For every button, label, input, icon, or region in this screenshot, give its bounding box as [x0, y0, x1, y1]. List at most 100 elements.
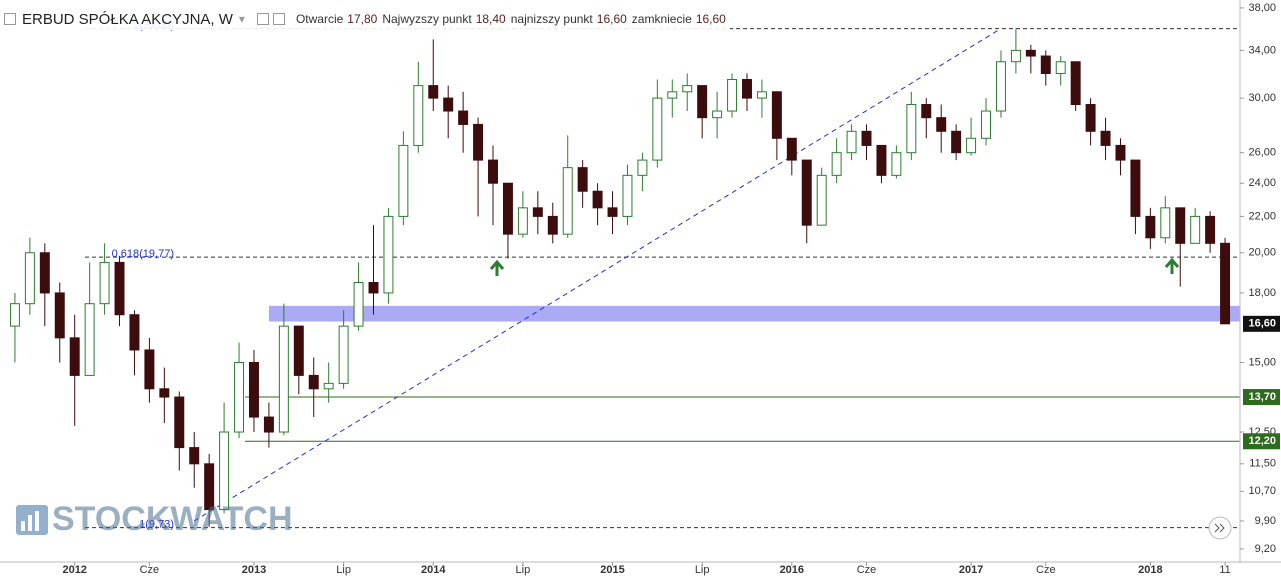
candle-body — [547, 215, 558, 235]
candle-body — [502, 182, 513, 235]
candle-body — [353, 281, 364, 327]
plot: 0(36,00)0,618(19,77)1(9,73) — [9, 19, 1240, 530]
candle-body — [846, 130, 857, 154]
candle-body — [981, 110, 992, 139]
candle-body — [1100, 130, 1111, 146]
candle-body — [771, 91, 782, 139]
collapse-icon[interactable] — [4, 13, 16, 25]
y-tick-label: 24,00 — [1248, 177, 1276, 189]
candle-body — [517, 207, 528, 235]
info-label: zamkniecie — [631, 12, 692, 26]
candle-body — [1220, 242, 1231, 325]
candle-body — [323, 382, 334, 390]
candle-body — [189, 447, 200, 465]
candle-body — [995, 61, 1006, 112]
candle-body — [906, 104, 917, 154]
settings-icon[interactable] — [256, 13, 269, 25]
candle-body — [607, 207, 618, 217]
candle-body — [1130, 159, 1141, 217]
y-tick-label: 38,00 — [1248, 2, 1276, 14]
candle-body — [637, 159, 648, 176]
scroll-button-circle[interactable] — [1208, 516, 1232, 540]
candle-body — [144, 349, 155, 390]
candle-body — [1070, 61, 1081, 106]
y-tick-label: 20,00 — [1248, 247, 1276, 259]
close-icon[interactable] — [272, 13, 285, 25]
y-tick-label: 26,00 — [1248, 147, 1276, 159]
candle-body — [248, 361, 259, 418]
candle-body — [39, 252, 50, 294]
watermark-group: STOCKWATCH — [16, 500, 293, 538]
candle-body — [204, 463, 215, 511]
candle-body — [786, 137, 797, 161]
candle-body — [1115, 144, 1126, 161]
watermark-icon-bar — [35, 511, 39, 531]
candle-body — [1145, 215, 1156, 239]
candle-body — [368, 281, 379, 294]
symbol-title: ERBUD SPÓŁKA AKCYJNA, W — [22, 10, 233, 28]
level-tag: 12,20 — [1248, 435, 1276, 447]
candle-body — [84, 303, 95, 376]
level-tag-box — [1243, 389, 1280, 406]
y-tick-label: 11,50 — [1249, 458, 1276, 470]
candle-body — [383, 215, 394, 294]
candle-body — [682, 85, 693, 93]
x-tick-label: 2018 — [1138, 564, 1162, 576]
candle-body — [114, 261, 125, 316]
info-value: 18,40 — [475, 12, 506, 26]
candle-body — [697, 85, 708, 119]
candle-body — [1085, 104, 1096, 132]
last-price-tag: 16,60 — [1248, 318, 1276, 330]
candle-body — [398, 144, 409, 217]
x-tick-label: 2016 — [780, 564, 804, 576]
candle-body — [532, 207, 543, 217]
ohlc-info: Otwarcie 17,80 Najwyzszy punkt 18,40 najnizs… — [291, 12, 726, 26]
level-tag-box — [1243, 433, 1280, 450]
candle-body — [562, 167, 573, 235]
candle-body — [861, 130, 872, 146]
x-tick-label: 2013 — [242, 564, 266, 576]
y-tick-label: 34,00 — [1248, 44, 1276, 56]
dropdown-icon[interactable]: ▾ — [238, 12, 245, 26]
y-tick-label: 9,20 — [1255, 543, 1276, 555]
info-label: najnizszy punkt — [510, 12, 593, 26]
candle-body — [1025, 49, 1036, 57]
info-value: 16,60 — [596, 12, 627, 26]
candle-body — [667, 91, 678, 99]
candle-body — [622, 174, 633, 217]
candle-body — [816, 174, 827, 226]
candle-body — [831, 152, 842, 176]
watermark-icon-bar — [28, 515, 32, 531]
candle-body — [234, 361, 245, 433]
support-zone — [268, 305, 1240, 322]
scroll-button[interactable] — [1208, 516, 1232, 540]
candle-body — [219, 431, 230, 511]
candle-body — [756, 91, 767, 99]
arrow-annotation — [489, 259, 505, 276]
info-label: Otwarcie — [295, 12, 344, 26]
y-tick-label: 22,00 — [1248, 210, 1276, 222]
candle-body — [712, 110, 723, 119]
candle-body — [1205, 215, 1216, 244]
candle-body — [1160, 207, 1171, 239]
scroll-button-icon[interactable] — [1214, 523, 1225, 533]
x-tick-label: Cze — [857, 564, 877, 576]
candle-body — [801, 159, 812, 226]
candle-body — [876, 144, 887, 176]
candle-body — [488, 159, 498, 184]
candle-body — [1055, 61, 1066, 74]
candle-body — [9, 303, 20, 327]
candle-body — [129, 314, 140, 351]
candle-body — [592, 190, 603, 209]
x-tick-label: Cze — [1036, 564, 1056, 576]
candle-body — [652, 97, 663, 161]
fib-label: 1(9,73) — [139, 518, 174, 530]
candle-body — [1040, 55, 1051, 74]
info-value: 17,80 — [347, 12, 378, 26]
level-tag: 13,70 — [1248, 391, 1276, 403]
fib-label: 0,618(19,77) — [112, 248, 174, 260]
candle-body — [293, 325, 304, 376]
header: ERBUD SPÓŁKA AKCYJNA, W ▾ Otwarcie 17,80 N… — [0, 8, 730, 30]
